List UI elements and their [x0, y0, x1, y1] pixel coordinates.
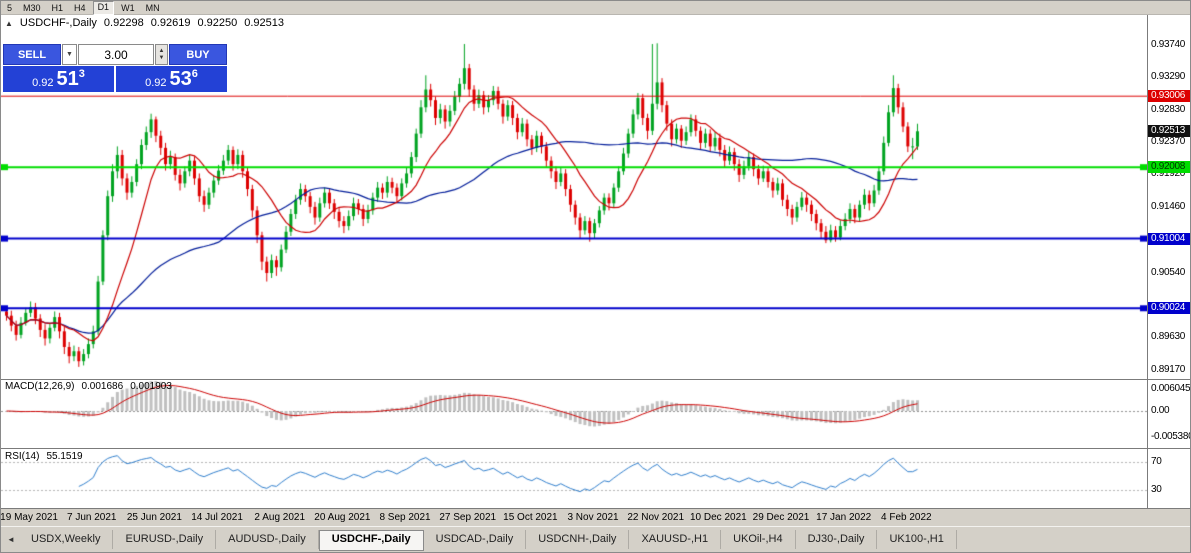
date-label: 7 Jun 2021 — [67, 512, 117, 523]
date-label: 3 Nov 2021 — [567, 512, 619, 523]
ohlc-high: 0.92619 — [150, 17, 191, 29]
volume-input[interactable]: 3.00 — [78, 44, 154, 65]
timeframe-button-h4[interactable]: H4 — [74, 2, 86, 13]
one-click-trading-panel: SELL ▼ 3.00 ▲ ▼ BUY 0.92 51 3 0.92 53 6 — [3, 44, 227, 92]
timeframe-toolbar: 5 M30 H1 H4 D1 W1 MN — [1, 1, 1190, 15]
tab-dj30-daily[interactable]: DJ30-,Daily — [796, 530, 878, 549]
buy-price[interactable]: 0.92 53 6 — [116, 66, 227, 92]
trade-controls-row: SELL ▼ 3.00 ▲ ▼ BUY — [3, 44, 227, 65]
date-label: 2 Aug 2021 — [254, 512, 306, 523]
timeframe-button-5[interactable]: 5 — [7, 2, 13, 13]
price-tick: 0.89170 — [1151, 364, 1186, 376]
rsi-label: RSI(14) 55.1519 — [5, 451, 83, 462]
rsi-value: 55.1519 — [46, 451, 83, 462]
buy-price-prefix: 0.92 — [145, 77, 167, 89]
timeframe-button-mn[interactable]: MN — [145, 2, 160, 13]
sell-price[interactable]: 0.92 51 3 — [3, 66, 114, 92]
date-label: 14 Jul 2021 — [191, 512, 243, 523]
ohlc-open: 0.92298 — [103, 17, 144, 29]
timeframe-button-h1[interactable]: H1 — [51, 2, 64, 13]
price-tick: 0.90540 — [1151, 266, 1186, 278]
macd-panel-divider[interactable] — [1, 379, 1190, 380]
chart-area: ▲ USDCHF-,Daily 0.92298 0.92619 0.92250 … — [1, 15, 1147, 508]
price-line-tag: 0.90024 — [1148, 302, 1190, 315]
rsi-level-30: 30 — [1151, 484, 1162, 495]
price-tick: 0.93740 — [1151, 39, 1186, 50]
buy-price-big: 53 — [169, 68, 192, 90]
time-axis[interactable]: 19 May 2021 7 Jun 2021 25 Jun 2021 14 Jul 2… — [0, 509, 1190, 526]
tab-usdchf-daily[interactable]: USDCHF-,Daily — [318, 530, 424, 551]
date-label: 29 Dec 2021 — [752, 512, 810, 523]
date-label: 15 Oct 2021 — [503, 512, 558, 523]
date-label: 19 May 2021 — [0, 512, 59, 523]
volume-dropdown-icon[interactable]: ▼ — [62, 44, 77, 65]
sell-price-pipette: 3 — [78, 68, 85, 80]
date-label: 20 Aug 2021 — [314, 512, 371, 523]
tab-usdx-weekly[interactable]: USDX,Weekly — [19, 530, 114, 549]
sell-button[interactable]: SELL — [3, 44, 61, 65]
rsi-name: RSI(14) — [5, 451, 40, 462]
tab-eurusd-daily[interactable]: EURUSD-,Daily — [113, 530, 217, 549]
date-label: 27 Sep 2021 — [439, 512, 497, 523]
price-tick: 0.91460 — [1151, 201, 1186, 213]
timeframe-button-m30[interactable]: M30 — [23, 2, 41, 13]
macd-name: MACD(12,26,9) — [5, 381, 75, 392]
tab-ukoil-h4[interactable]: UKOil-,H4 — [721, 530, 796, 549]
price-tick: 0.89630 — [1151, 331, 1186, 343]
date-label: 17 Jan 2022 — [816, 512, 872, 523]
sell-price-prefix: 0.92 — [32, 77, 54, 89]
date-label: 22 Nov 2021 — [627, 512, 685, 523]
chart-symbol-label: USDCHF-,Daily — [19, 17, 97, 29]
price-line-tag: 0.91004 — [1148, 232, 1190, 245]
timeframe-button-w1[interactable]: W1 — [121, 2, 135, 13]
buy-price-pipette: 6 — [191, 68, 198, 80]
timeframe-button-d1[interactable]: D1 — [92, 1, 115, 15]
chart-symbol-icon: ▲ — [5, 18, 13, 28]
chart-title: ▲ USDCHF-,Daily 0.92298 0.92619 0.92250 … — [5, 17, 284, 29]
tab-xauusd-h1[interactable]: XAUUSD-,H1 — [629, 530, 722, 549]
macd-label: MACD(12,26,9) 0.001686 0.001903 — [5, 381, 172, 392]
tabs-scroll-left-icon[interactable]: ◄ — [7, 535, 15, 544]
ohlc-low: 0.92250 — [197, 17, 238, 29]
tab-usdcnh-daily[interactable]: USDCNH-,Daily — [526, 530, 630, 549]
price-tick: 0.92830 — [1151, 103, 1186, 115]
date-label: 4 Feb 2022 — [881, 512, 932, 523]
macd-value-signal: 0.001903 — [130, 381, 172, 392]
chart-tab-bar: ◄ USDX,Weekly EURUSD-,Daily AUDUSD-,Daily U… — [1, 526, 1190, 552]
buy-button[interactable]: BUY — [169, 44, 227, 65]
price-tick: 0.93290 — [1151, 71, 1186, 82]
ohlc-close: 0.92513 — [244, 17, 284, 29]
macd-scale-top: 0.006045 — [1151, 383, 1191, 394]
macd-scale-zero: 0.00 — [1151, 405, 1170, 416]
spinner-up-icon[interactable]: ▲ — [158, 47, 165, 54]
price-line-tag: 0.92008 — [1148, 161, 1190, 174]
tab-uk100-h1[interactable]: UK100-,H1 — [877, 530, 957, 549]
trade-prices-row: 0.92 51 3 0.92 53 6 — [3, 66, 227, 92]
tab-usdcad-daily[interactable]: USDCAD-,Daily — [424, 530, 527, 549]
macd-scale-bottom: -0.005380 — [1151, 431, 1191, 442]
macd-value-main: 0.001686 — [81, 381, 124, 392]
sell-price-big: 51 — [56, 68, 79, 90]
volume-spinner[interactable]: ▲ ▼ — [155, 44, 168, 65]
price-chart-canvas[interactable] — [1, 15, 1147, 508]
tab-audusd-daily[interactable]: AUDUSD-,Daily — [216, 530, 319, 549]
price-scale[interactable]: 0.006045 0.00 -0.005380 70 30 0.93740 0.9… — [1147, 15, 1191, 508]
price-tick: 0.92370 — [1151, 136, 1186, 148]
date-label: 25 Jun 2021 — [126, 512, 182, 523]
price-tick: 0.91920 — [1151, 168, 1186, 180]
date-label: 8 Sep 2021 — [379, 512, 431, 523]
spinner-down-icon[interactable]: ▼ — [158, 54, 165, 61]
time-axis-divider — [1, 508, 1190, 509]
rsi-panel-divider[interactable] — [1, 448, 1190, 449]
date-label: 10 Dec 2021 — [690, 512, 747, 523]
price-line-tag: 0.92513 — [1148, 125, 1190, 138]
rsi-level-70: 70 — [1151, 456, 1162, 467]
price-line-tag: 0.93006 — [1148, 90, 1190, 103]
